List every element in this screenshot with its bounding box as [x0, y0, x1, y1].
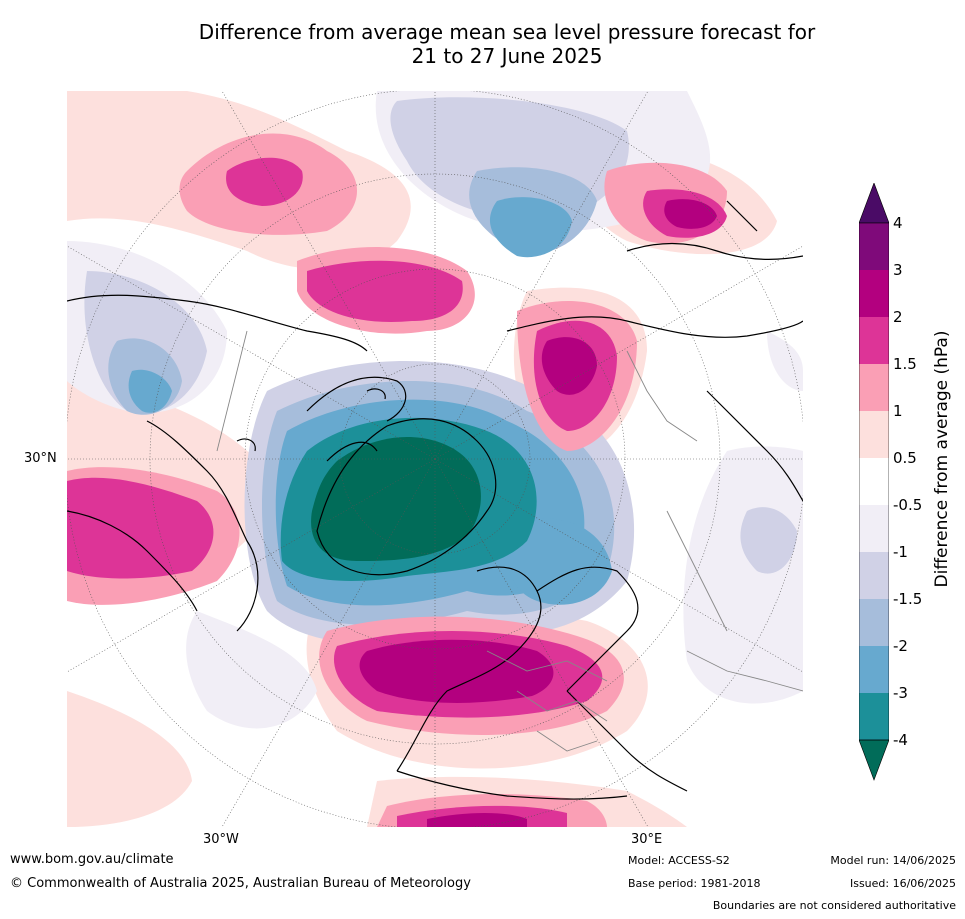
- coastlines: [67, 200, 803, 800]
- colorbar-extend-top: [859, 183, 889, 224]
- footer-model-run: Model run: 14/06/2025: [830, 854, 956, 867]
- anomaly-map: [67, 91, 803, 827]
- footer-base-period: Base period: 1981-2018: [628, 877, 761, 890]
- title-line-2: 21 to 27 June 2025: [411, 44, 603, 68]
- colorbar-tick-1: 1: [893, 402, 903, 420]
- colorbar-tick-m1p5: -1.5: [893, 590, 923, 608]
- anomaly-fill-neg-lt4: [311, 437, 481, 561]
- lon-label-30e: 30°E: [631, 832, 663, 847]
- country-borders: [216, 330, 803, 752]
- colorbar-band-1-1p5: [859, 364, 889, 411]
- colorbar-band-neutral: [859, 458, 889, 505]
- colorbar-label: Difference from average (hPa): [932, 330, 952, 588]
- footer-copyright: © Commonwealth of Australia 2025, Austra…: [10, 876, 471, 891]
- footer-model: Model: ACCESS-S2: [628, 854, 730, 867]
- map-canvas: [67, 91, 803, 827]
- lat-label-30n: 30°N: [24, 451, 57, 466]
- colorbar-tick-0p5: 0.5: [893, 449, 917, 467]
- colorbar-tick-1p5: 1.5: [893, 355, 917, 373]
- colorbar-band-m3-m4: [859, 693, 889, 740]
- colorbar-band-m1-m1p5: [859, 552, 889, 599]
- graticule: [67, 91, 803, 827]
- title-line-1: Difference from average mean sea level p…: [198, 20, 816, 44]
- colorbar-tick-m0p5: -0.5: [893, 496, 923, 514]
- colorbar-tick-m4: -4: [893, 731, 908, 749]
- colorbar-band-m1p5-m2: [859, 599, 889, 646]
- colorbar-band-m2-m3: [859, 646, 889, 693]
- colorbar-tick-3: 3: [893, 261, 903, 279]
- colorbar-tick-m1: -1: [893, 543, 908, 561]
- colorbar-extend-bottom: [859, 739, 889, 781]
- colorbar-band-2-3: [859, 270, 889, 317]
- lon-label-30w: 30°W: [203, 832, 239, 847]
- colorbar-tick-m3: -3: [893, 684, 908, 702]
- colorbar: [859, 183, 889, 781]
- anomaly-fill-2-3: [359, 199, 717, 827]
- footer-url: www.bom.gov.au/climate: [10, 852, 174, 867]
- colorbar-band-0p5-1: [859, 411, 889, 458]
- footer-issued: Issued: 16/06/2025: [849, 877, 956, 890]
- map-title: Difference from average mean sea level p…: [0, 20, 965, 68]
- colorbar-band-3-4: [859, 223, 889, 270]
- colorbar-tick-4: 4: [893, 214, 903, 232]
- colorbar-tick-m2: -2: [893, 637, 908, 655]
- footer-disclaimer: Boundaries are not considered authoritat…: [712, 899, 956, 912]
- colorbar-tick-2: 2: [893, 308, 903, 326]
- colorbar-band-1p5-2: [859, 317, 889, 364]
- colorbar-band-m0p5-m1: [859, 505, 889, 552]
